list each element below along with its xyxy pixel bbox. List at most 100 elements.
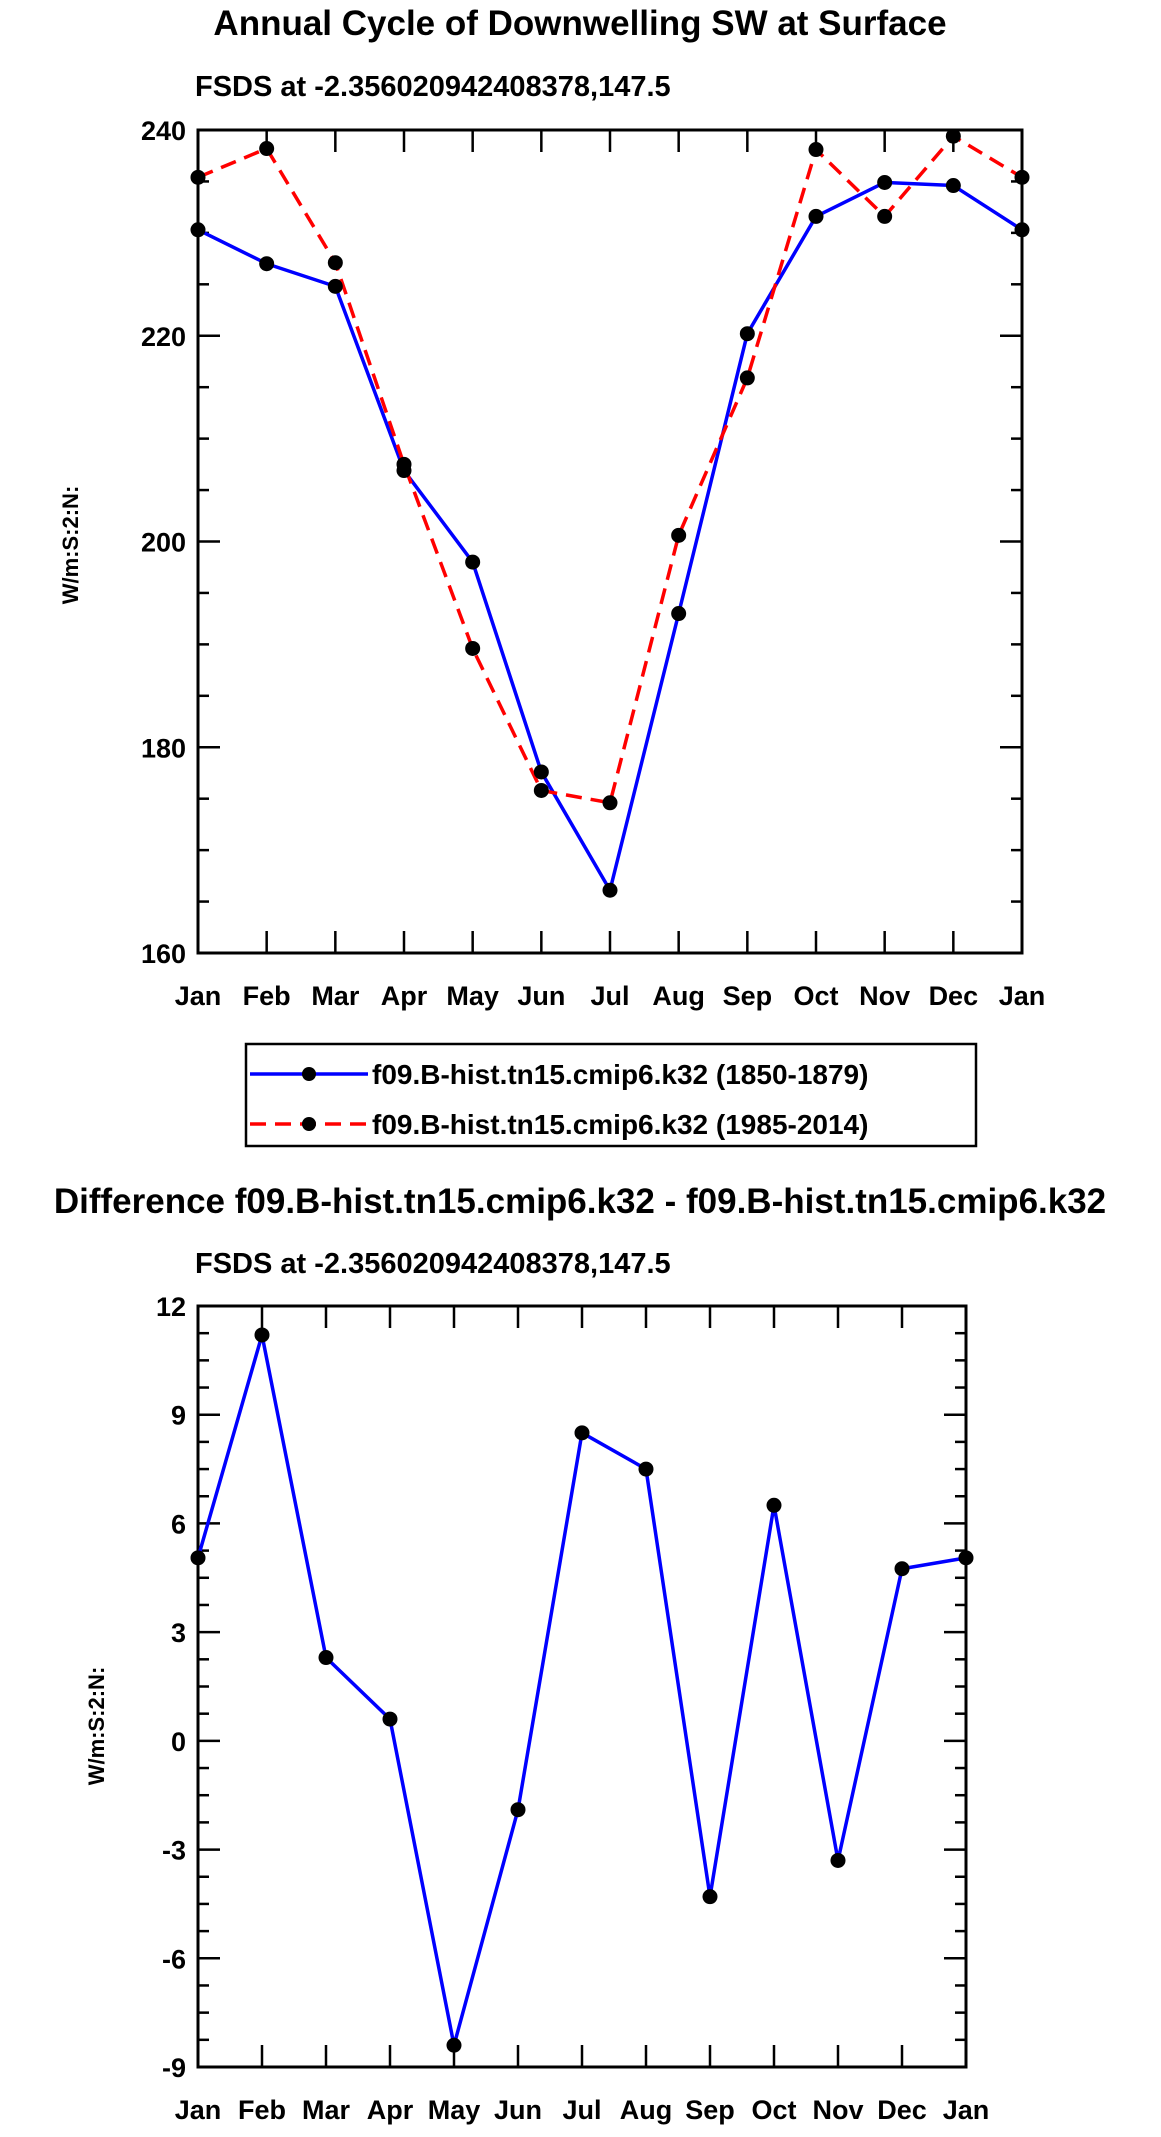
- chart2-data-point-s0-11: [894, 1561, 910, 1577]
- chart1-legend: f09.B-hist.tn15.cmip6.k32 (1850-1879) f0…: [244, 1042, 978, 1148]
- chart2-xtick-label: Feb: [238, 2095, 286, 2125]
- legend-label-series2: f09.B-hist.tn15.cmip6.k32 (1985-2014): [372, 1109, 868, 1140]
- chart1-xtick-label: Jun: [517, 981, 565, 1011]
- chart2-ytick-label: -9: [162, 2053, 186, 2083]
- chart1-data-point-s1-12: [1014, 169, 1030, 185]
- chart1-data-point-s0-11: [945, 178, 961, 194]
- chart2-xtick-label: Mar: [302, 2095, 351, 2125]
- chart2-data-point-s0-9: [766, 1497, 782, 1513]
- chart2-xtick-label: May: [428, 2095, 481, 2125]
- chart1-xtick-label: Dec: [929, 981, 979, 1011]
- chart2-data-point-s0-0: [190, 1550, 206, 1566]
- chart2-data-point-s0-12: [958, 1550, 974, 1566]
- chart1-xtick-label: Jan: [175, 981, 222, 1011]
- chart1-subtitle: FSDS at -2.356020942408378,147.5: [195, 71, 671, 103]
- chart2-xtick-label: Apr: [367, 2095, 414, 2125]
- chart2-xtick-label: Aug: [620, 2095, 672, 2125]
- chart1-xtick-label: Jan: [999, 981, 1046, 1011]
- chart2-title: Difference f09.B-hist.tn15.cmip6.k32 - f…: [54, 1182, 1106, 1221]
- chart2-plot-area: -9 -6 -3 0 3 6 9 12 Jan Feb Mar Apr May Jun Jul Aug Sep O…: [156, 1292, 989, 2125]
- chart2-ylabel: W/m:S:2:N:: [84, 1667, 109, 1786]
- chart2-ytick-label: 6: [171, 1509, 186, 1539]
- chart2-subtitle: FSDS at -2.356020942408378,147.5: [195, 1248, 671, 1280]
- chart1-data-point-s1-4: [465, 640, 481, 656]
- chart1-data-point-s1-5: [533, 782, 549, 798]
- chart1-data-point-s0-5: [533, 764, 549, 780]
- chart1-data-point-s0-10: [877, 174, 893, 190]
- chart1-xtick-label: Mar: [311, 981, 360, 1011]
- chart1-data-point-s0-1: [259, 256, 275, 272]
- chart2-xtick-label: Oct: [751, 2095, 796, 2125]
- chart2-ytick-label: -3: [162, 1836, 186, 1866]
- chart1-series-line-1: [197, 134, 1023, 805]
- chart1-series-line-0: [197, 180, 1023, 892]
- chart1-data-point-s1-2: [327, 255, 343, 271]
- chart1-data-point-s0-2: [327, 278, 343, 294]
- chart1-xtick-label: Nov: [859, 981, 910, 1011]
- chart1-xtick-label: Feb: [243, 981, 291, 1011]
- chart2-data-point-s0-1: [254, 1327, 270, 1343]
- chart1-ytick-label: 240: [141, 116, 186, 146]
- difference-chart: Difference f09.B-hist.tn15.cmip6.k32 - f…: [54, 1182, 1106, 2125]
- annual-cycle-chart: Annual Cycle of Downwelling SW at Surfac…: [58, 4, 1045, 1148]
- chart2-ytick-label: 12: [156, 1292, 186, 1322]
- chart1-data-point-s0-7: [671, 606, 687, 622]
- chart2-frame: [196, 1304, 968, 2069]
- chart1-xtick-label: Jul: [590, 981, 629, 1011]
- chart1-ylabel: W/m:S:2:N:: [58, 486, 83, 605]
- chart2-xtick-label: Jul: [562, 2095, 601, 2125]
- chart1-data-point-s1-9: [808, 142, 824, 158]
- chart2-ytick-label: 0: [171, 1727, 186, 1757]
- chart1-xtick-label: May: [446, 981, 499, 1011]
- chart1-data-point-s1-6: [602, 795, 618, 811]
- chart1-data-point-s0-12: [1014, 222, 1030, 238]
- chart2-xtick-label: Nov: [812, 2095, 863, 2125]
- chart1-xtick-label: Sep: [723, 981, 773, 1011]
- chart2-xtick-label: Dec: [877, 2095, 927, 2125]
- chart2-data-point-s0-2: [318, 1650, 334, 1666]
- chart2-data-point-s0-7: [638, 1461, 654, 1477]
- legend-item-1985-2014: f09.B-hist.tn15.cmip6.k32 (1985-2014): [250, 1109, 868, 1140]
- chart1-data-point-s1-7: [671, 527, 687, 543]
- chart1-ytick-label: 220: [141, 322, 186, 352]
- chart1-data-point-s1-10: [877, 208, 893, 224]
- chart1-data-point-s0-9: [808, 208, 824, 224]
- chart2-data-point-s0-10: [830, 1852, 846, 1868]
- chart2-xtick-label: Jun: [494, 2095, 542, 2125]
- chart2-ytick-label: 9: [171, 1401, 186, 1431]
- legend-box: [244, 1042, 978, 1148]
- chart1-data-point-s0-8: [739, 326, 755, 342]
- chart2-xtick-label: Jan: [175, 2095, 222, 2125]
- chart1-data-point-s1-0: [190, 169, 206, 185]
- chart1-xtick-label: Aug: [652, 981, 704, 1011]
- chart1-xtick-label: Apr: [381, 981, 428, 1011]
- chart1-plot-area: 160 180 200 220 240 Jan Feb Mar Apr May Jun Jul Aug S…: [141, 116, 1045, 1011]
- legend-item-1850-1879: f09.B-hist.tn15.cmip6.k32 (1850-1879): [250, 1059, 868, 1090]
- chart1-data-point-s1-1: [259, 141, 275, 157]
- chart2-ytick-label: -6: [162, 1944, 186, 1974]
- chart1-data-point-s1-11: [945, 128, 961, 144]
- chart1-frame: [196, 128, 1024, 955]
- chart1-data-point-s0-6: [602, 882, 618, 898]
- chart1-data-point-s1-3: [396, 456, 412, 472]
- chart2-xtick-label: Sep: [685, 2095, 735, 2125]
- legend-label-series1: f09.B-hist.tn15.cmip6.k32 (1850-1879): [372, 1059, 868, 1090]
- chart2-data-point-s0-4: [446, 2037, 462, 2053]
- chart2-data-point-s0-6: [574, 1425, 590, 1441]
- chart1-ytick-label: 180: [141, 733, 186, 763]
- chart2-ytick-label: 3: [171, 1618, 186, 1648]
- chart2-series-line-0: [196, 1333, 967, 2048]
- chart1-xtick-label: Oct: [793, 981, 838, 1011]
- chart2-data-point-s0-8: [702, 1889, 718, 1905]
- legend-marker: [302, 1117, 316, 1131]
- chart2-xtick-label: Jan: [943, 2095, 990, 2125]
- chart1-title: Annual Cycle of Downwelling SW at Surfac…: [213, 4, 946, 43]
- chart2-data-point-s0-5: [510, 1802, 526, 1818]
- chart1-ytick-label: 160: [141, 939, 186, 969]
- legend-marker: [302, 1067, 316, 1081]
- chart1-ytick-label: 200: [141, 528, 186, 558]
- chart1-data-point-s1-8: [739, 370, 755, 386]
- chart1-data-point-s0-4: [465, 554, 481, 570]
- chart1-data-point-s0-0: [190, 222, 206, 238]
